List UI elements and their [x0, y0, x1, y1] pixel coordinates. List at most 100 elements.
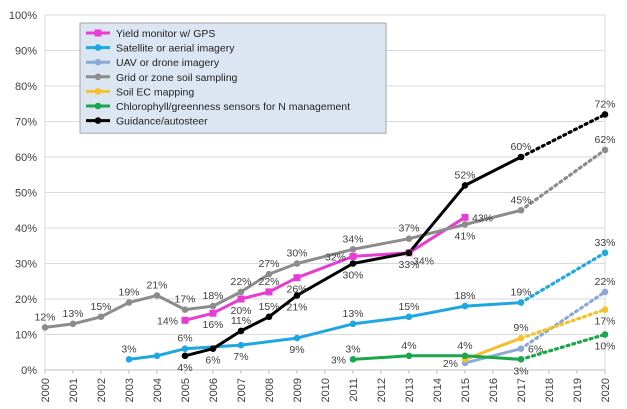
satellite-or-aerial-imagery-point [153, 352, 161, 360]
guidance-autosteer-point [265, 313, 273, 321]
x-tick-label: 2006 [208, 378, 220, 402]
uav-or-drone-imagery-point [517, 345, 525, 353]
x-tick-label: 2011 [348, 378, 360, 402]
grid-or-zone-soil-sampling-point [601, 146, 609, 154]
grid-or-zone-soil-sampling-data-label: 30% [286, 248, 307, 260]
x-tick-label: 2020 [600, 378, 612, 402]
guidance-autosteer-data-label: 60% [510, 141, 531, 153]
grid-or-zone-soil-sampling-point [461, 221, 469, 228]
yield-monitor-w-gps-data-label: 32% [325, 251, 346, 263]
grid-or-zone-soil-sampling-point [97, 313, 105, 321]
guidance-autosteer-point [349, 260, 357, 267]
grid-or-zone-soil-sampling-data-label: 34% [342, 233, 363, 245]
yield-monitor-w-gps-point [461, 213, 469, 221]
legend-box [79, 22, 387, 134]
y-axis-ticks: 0% 10% 20% 30% 40% 50% 60% 70% 80% 90% 100% [9, 10, 37, 377]
x-tick-label: 2001 [68, 378, 80, 402]
satellite-or-aerial-imagery-point [293, 334, 301, 342]
yield-monitor-w-gps-point [349, 252, 357, 260]
soil-ec-mapping-point [517, 334, 525, 342]
guidance-autosteer-data-label: 4% [177, 362, 192, 374]
yield-monitor-w-gps-point [293, 274, 301, 282]
x-tick-label: 2012 [376, 378, 388, 402]
yield-monitor-w-gps-data-label: 22% [258, 276, 279, 288]
uav-or-drone-imagery-data-label: 6% [528, 344, 543, 356]
guidance-autosteer-point [405, 249, 413, 257]
legend-swatch-marker [94, 44, 102, 51]
guidance-autosteer-data-label: 52% [454, 169, 475, 181]
legend-swatch-marker [94, 73, 102, 81]
grid-or-zone-soil-sampling-data-label: 21% [146, 279, 167, 291]
satellite-or-aerial-imagery-point [601, 249, 609, 257]
guidance-autosteer-point [601, 111, 609, 118]
chlorophyll-greenness-sensors-for-n-management-data-label: 10% [594, 341, 615, 353]
yield-monitor-w-gps-data-label: 16% [202, 319, 223, 331]
satellite-or-aerial-imagery-data-label: 13% [342, 308, 363, 320]
chlorophyll-greenness-sensors-for-n-management-point [461, 352, 469, 360]
x-tick-label: 2019 [572, 378, 584, 402]
grid-or-zone-soil-sampling-point [181, 306, 189, 313]
guidance-autosteer-data-label: 11% [231, 315, 251, 327]
grid-or-zone-soil-sampling-point [517, 206, 525, 214]
satellite-or-aerial-imagery-point [461, 302, 469, 310]
guidance-autosteer-data-label: 6% [205, 355, 220, 367]
grid-or-zone-soil-sampling-point [405, 235, 413, 242]
x-tick-label: 2010 [320, 378, 332, 402]
grid-or-zone-soil-sampling-data-label: 45% [510, 194, 531, 206]
grid-or-zone-soil-sampling-point [293, 260, 301, 267]
satellite-or-aerial-imagery-point [517, 299, 525, 306]
grid-or-zone-soil-sampling-data-label: 19% [118, 287, 139, 299]
x-tick-label: 2004 [152, 378, 164, 402]
legend-swatch-marker [94, 88, 102, 95]
chart-legend: Yield monitor w/ GPS Satellite or aerial … [79, 22, 387, 134]
y-tick-label: 20% [15, 294, 37, 306]
y-tick-label: 60% [15, 152, 37, 164]
grid-or-zone-soil-sampling-data-label: 13% [62, 308, 83, 320]
guidance-autosteer-point [181, 352, 189, 360]
chlorophyll-greenness-sensors-for-n-management-line [352, 354, 522, 361]
satellite-or-aerial-imagery-point [349, 320, 357, 328]
uav-or-drone-imagery-data-label: 22% [594, 276, 615, 288]
chlorophyll-greenness-sensors-for-n-management-data-label: 4% [401, 340, 416, 352]
guidance-autosteer-data-label: 30% [342, 270, 363, 282]
y-tick-label: 100% [9, 10, 37, 22]
yield-monitor-w-gps-point [265, 288, 273, 296]
satellite-or-aerial-imagery-data-label: 3% [121, 343, 136, 355]
legend-swatch-marker [94, 58, 102, 66]
chlorophyll-greenness-sensors-for-n-management-data-label: 3% [345, 343, 360, 355]
legend-entry-grid-or-zone-soil-sampling: Grid or zone soil sampling [116, 72, 238, 84]
y-tick-label: 40% [15, 223, 37, 235]
y-tick-label: 0% [21, 365, 37, 377]
chlorophyll-greenness-sensors-for-n-management-point [405, 352, 413, 360]
chlorophyll-greenness-sensors-for-n-management-data-label: 4% [457, 340, 472, 352]
legend-swatch-marker [94, 117, 102, 124]
satellite-or-aerial-imagery-projection-line [519, 251, 607, 305]
grid-or-zone-soil-sampling-projection-line [519, 148, 607, 212]
x-tick-label: 2003 [124, 378, 136, 402]
chlorophyll-greenness-sensors-for-n-management-point [517, 356, 525, 363]
y-tick-label: 30% [15, 259, 37, 271]
legend-entry-chlorophyll-greenness-sensors-for-n-management: Chlorophyll/greenness sensors for N mana… [116, 101, 350, 113]
grid-or-zone-soil-sampling-data-label: 12% [34, 311, 55, 323]
x-tick-label: 2015 [460, 378, 472, 402]
guidance-autosteer-point [237, 327, 245, 335]
uav-or-drone-imagery-line [464, 347, 522, 365]
legend-entry-uav-or-drone-imagery: UAV or drone imagery [116, 57, 220, 69]
x-tick-label: 2007 [236, 378, 248, 402]
y-tick-label: 50% [15, 188, 37, 200]
satellite-or-aerial-imagery-data-label: 9% [289, 344, 304, 356]
legend-entry-yield-monitor-w-gps: Yield monitor w/ GPS [116, 28, 215, 40]
guidance-autosteer-data-label: 21% [286, 301, 307, 313]
x-tick-label: 2018 [544, 378, 556, 402]
grid-or-zone-soil-sampling-data-label: 27% [258, 258, 279, 270]
x-tick-label: 2013 [404, 378, 416, 402]
grid-or-zone-soil-sampling-point [237, 288, 245, 296]
yield-monitor-w-gps-point [237, 295, 245, 303]
guidance-autosteer-point [461, 182, 469, 189]
guidance-autosteer-projection-line [519, 112, 607, 159]
yield-monitor-w-gps-data-label: 26% [286, 284, 307, 296]
x-tick-label: 2000 [40, 378, 52, 402]
grid-or-zone-soil-sampling-data-label: 18% [202, 290, 223, 302]
satellite-or-aerial-imagery-point [181, 345, 189, 353]
